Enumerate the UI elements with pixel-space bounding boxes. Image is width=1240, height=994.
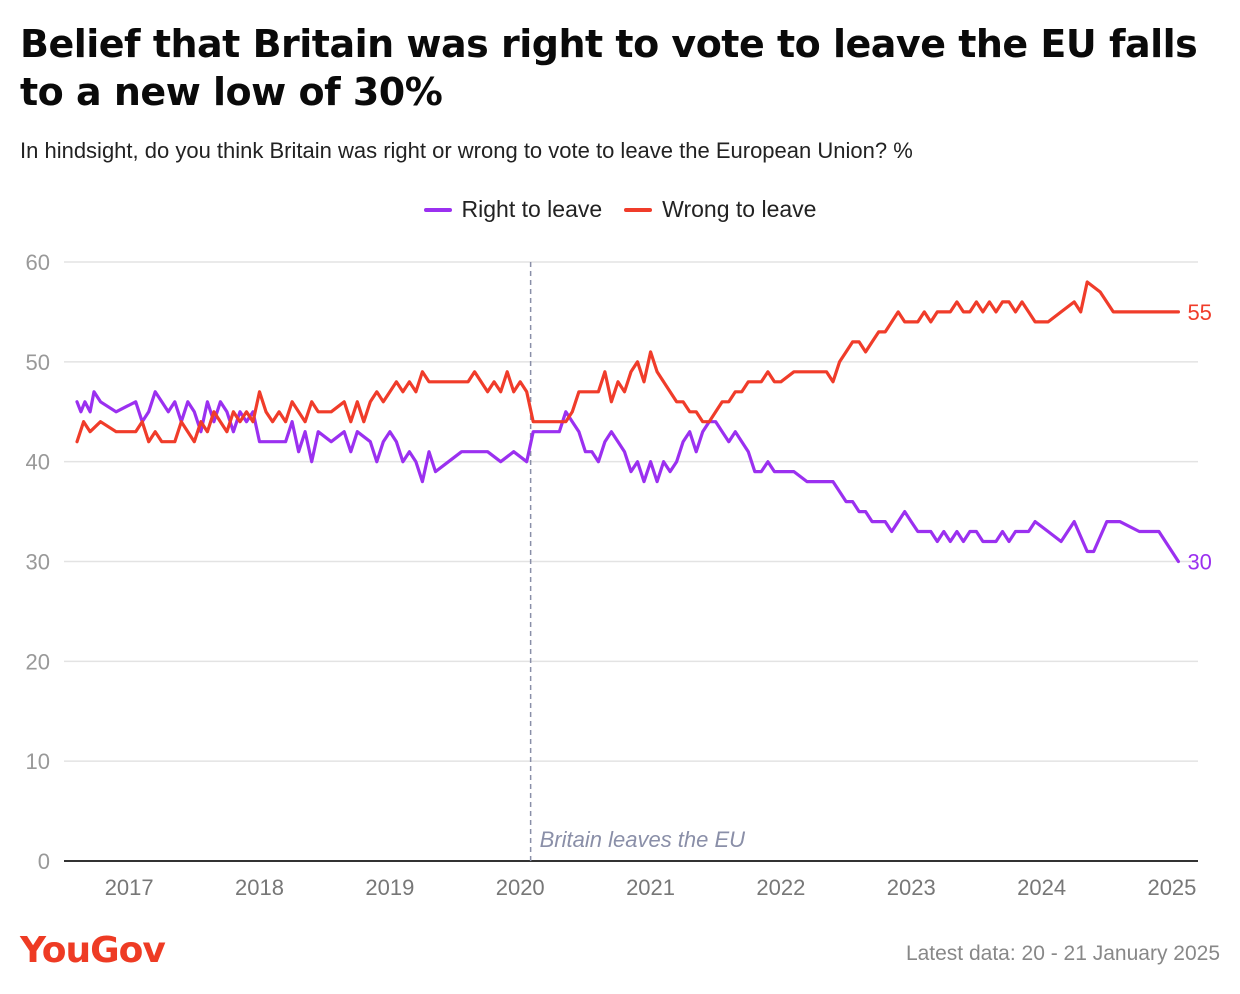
x-tick-label-2022: 2022 [756, 875, 805, 900]
chart-legend: Right to leave Wrong to leave [0, 196, 1240, 223]
x-tick-label-2024: 2024 [1017, 875, 1066, 900]
chart-subtitle: In hindsight, do you think Britain was r… [20, 138, 913, 163]
legend-swatch-right [423, 207, 452, 212]
legend-label-wrong: Wrong to leave [662, 196, 817, 222]
legend-item-right: Right to leave [423, 196, 603, 223]
y-tick-label-0: 0 [38, 849, 50, 874]
x-tick-label-2020: 2020 [496, 875, 545, 900]
series-line-wrong [75, 280, 1180, 444]
series-end-label-right: 30 [1187, 550, 1211, 575]
legend-label-right: Right to leave [461, 196, 603, 222]
chart-title: Belief that Britain was right to vote to… [20, 22, 1198, 114]
x-tick-label-2023: 2023 [887, 875, 936, 900]
x-tick-label-2021: 2021 [626, 875, 675, 900]
annotation-label-brexit: Britain leaves the EU [540, 827, 746, 852]
x-tick-label-2018: 2018 [235, 875, 284, 900]
series-line-right [75, 390, 1180, 564]
series-end-label-wrong: 55 [1187, 300, 1211, 325]
y-tick-label-40: 40 [26, 450, 50, 475]
y-tick-label-10: 10 [26, 749, 50, 774]
y-tick-label-30: 30 [26, 550, 50, 575]
x-tick-label-2019: 2019 [365, 875, 414, 900]
x-tick-label-2025: 2025 [1147, 875, 1196, 900]
y-tick-label-50: 50 [26, 350, 50, 375]
y-tick-label-60: 60 [26, 250, 50, 275]
legend-item-wrong: Wrong to leave [624, 196, 816, 223]
y-tick-label-20: 20 [26, 649, 50, 674]
legend-swatch-wrong [624, 207, 653, 212]
latest-data-note: Latest data: 20 - 21 January 2025 [905, 942, 1220, 965]
yougov-logo: YouGov [20, 930, 166, 971]
x-tick-label-2017: 2017 [105, 875, 154, 900]
